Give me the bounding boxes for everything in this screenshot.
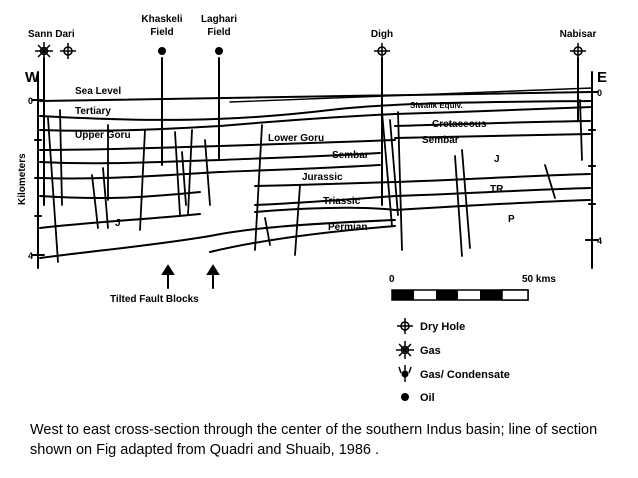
sann-dari-gas-icon [35, 42, 53, 60]
top-cretaceous [39, 106, 593, 132]
sembar-east [394, 133, 591, 139]
deep-j-west [39, 213, 201, 229]
label-sembar-mid: Sembar [332, 150, 369, 161]
label-upper-goru: Upper Goru [75, 130, 131, 141]
nabisar-dry-hole-icon [570, 43, 586, 59]
west-label: W [25, 69, 40, 86]
tilted-fault-blocks-label: Tilted Fault Blocks [110, 294, 199, 305]
label-tr-east: TR [490, 184, 504, 195]
well-label-khaskeli-1: Khaskeli [141, 14, 182, 25]
well-symbols [35, 42, 586, 60]
label-tertiary: Tertiary [75, 106, 111, 117]
scale-start-label: 0 [389, 274, 395, 285]
base-j-west [39, 191, 201, 200]
label-j-west: J [115, 218, 121, 229]
label-jurassic: Jurassic [302, 172, 343, 183]
khaskeli-oil-icon [158, 47, 166, 55]
well-bores [43, 57, 579, 206]
label-permian: Permian [328, 222, 367, 233]
well-label-khaskeli-2: Field [150, 27, 173, 38]
legend-gas-label: Gas [420, 345, 441, 357]
west-axis [31, 71, 45, 269]
east-axis [585, 71, 599, 269]
legend-gas-condensate-dot [401, 370, 409, 378]
base-tertiary [39, 100, 593, 121]
upper-j [39, 152, 381, 165]
arrow-head-1 [161, 264, 175, 275]
well-label-laghari-2: Field [207, 27, 230, 38]
horizons [39, 87, 593, 259]
label-p-east: P [508, 214, 515, 225]
y-axis-label: Kilometers [17, 153, 28, 205]
label-lower-goru: Lower Goru [268, 133, 324, 144]
basement [39, 219, 396, 259]
label-sembar-east: Sembar [422, 135, 459, 146]
well-label-digh: Digh [371, 29, 393, 40]
permian-base [209, 225, 396, 253]
figure-caption: West to east cross-section through the c… [30, 422, 598, 458]
arrow-head-2 [206, 264, 220, 275]
cretaceous-east [394, 120, 591, 127]
label-sea-level: Sea Level [75, 86, 121, 97]
label-siwalik: Siwalik Equiv. [410, 101, 463, 110]
legend-dry-hole-icon [397, 318, 413, 334]
laghari-oil-icon [215, 47, 223, 55]
digh-dry-hole-icon [374, 43, 390, 59]
legend-dry-hole-label: Dry Hole [420, 321, 465, 333]
faults [47, 99, 583, 263]
top-sembar [39, 139, 396, 151]
left-tick-4: 4 [28, 251, 33, 261]
legend-gas-icon [396, 341, 414, 359]
top-tertiary-thin [229, 87, 593, 103]
well-label-laghari-1: Laghari [201, 14, 237, 25]
scale-bar-segments [392, 289, 529, 301]
label-triassic: Triassic [323, 196, 361, 207]
sann-dari-dry-hole-icon [60, 43, 76, 59]
arrows [167, 269, 214, 289]
sea-level-line [39, 91, 593, 102]
label-cretaceous: Cretaceous [432, 119, 487, 130]
east-label: E [597, 69, 607, 86]
label-j-east: J [494, 154, 500, 165]
well-label-sann-dari: Sann Dari [28, 29, 75, 40]
permian-top [254, 199, 591, 213]
well-label-nabisar: Nabisar [560, 29, 597, 40]
scale-end-label: 50 kms [522, 274, 556, 285]
legend-oil-label: Oil [420, 392, 435, 404]
legend-gas-condensate-label: Gas/ Condensate [420, 369, 510, 381]
legend-oil-icon [401, 393, 409, 401]
right-tick-0: 0 [597, 88, 602, 98]
left-tick-0: 0 [28, 96, 33, 106]
right-tick-4: 4 [597, 236, 602, 246]
